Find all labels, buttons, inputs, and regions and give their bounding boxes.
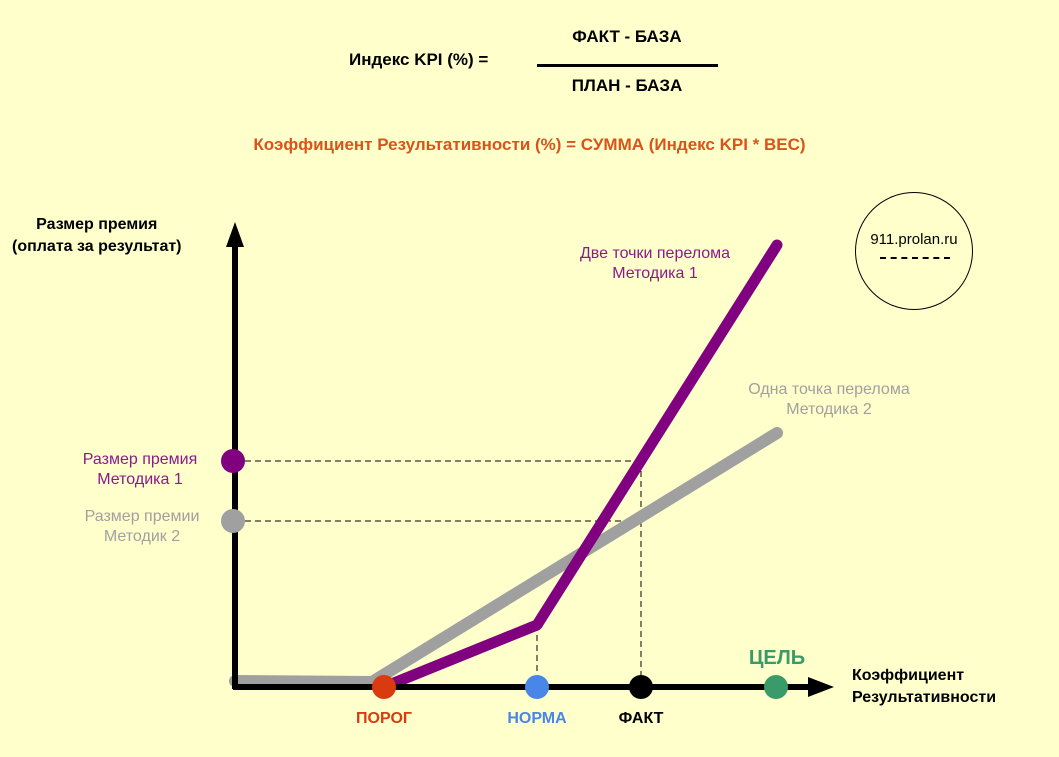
site-badge-text: 911.prolan.ru: [870, 231, 958, 248]
norm-label: НОРМА: [507, 710, 567, 727]
method1-bonus-dot: [221, 449, 245, 473]
y-axis-label-line2: (оплата за результат): [12, 238, 182, 255]
x-axis-arrow: [808, 677, 834, 697]
fraction-line: [537, 64, 718, 67]
method1-series-label-line2: Методика 1: [612, 265, 698, 282]
x-axis-label-line2: Результативности: [852, 689, 997, 706]
goal-dot: [764, 675, 788, 699]
x-axis-label: Коэффициент Результативности: [852, 665, 996, 709]
method2-line: [229, 427, 783, 688]
goal-label: ЦЕЛЬ: [748, 647, 806, 669]
method2-bonus-label-line1: Размер премии: [84, 508, 200, 525]
method2-bonus-dot: [221, 509, 245, 533]
method2-series-label-line1: Одна точка перелома: [748, 381, 910, 398]
site-badge-underline: [880, 257, 950, 259]
method1-bonus-label: Размер премия Методика 1: [62, 450, 218, 490]
method2-bonus-label-line2: Методик 2: [103, 528, 181, 545]
y-axis-label-line1: Размер премия: [36, 216, 158, 233]
threshold-dot: [372, 675, 396, 699]
kpi-formula-denominator: ПЛАН - БАЗА: [571, 76, 683, 95]
y-axis-arrow: [226, 222, 244, 247]
kpi-formula-numerator: ФАКТ - БАЗА: [572, 27, 682, 46]
y-axis-label: Размер премия (оплата за результат): [12, 214, 182, 258]
norm-dot: [525, 675, 549, 699]
method1-series-label: Две точки перелома Методика 1: [560, 244, 750, 284]
coefficient-formula: Коэффициент Результативности (%) = СУММА…: [253, 135, 806, 154]
fact-dot: [629, 675, 653, 699]
x-axis-label-line1: Коэффициент: [852, 667, 965, 684]
method1-line: [378, 239, 783, 693]
fact-label: ФАКТ: [618, 710, 664, 727]
method2-series-label: Одна точка перелома Методика 2: [724, 380, 934, 420]
method1-bonus-label-line2: Методика 1: [97, 471, 183, 488]
site-badge: 911.prolan.ru: [855, 192, 973, 310]
kpi-formula-label: Индекс KPI (%) =: [349, 50, 489, 69]
method1-series-label-line1: Две точки перелома: [579, 245, 731, 262]
method1-bonus-label-line1: Размер премия: [82, 451, 198, 468]
method2-series-label-line2: Методика 2: [786, 401, 872, 418]
threshold-label: ПОРОГ: [356, 710, 412, 727]
method2-bonus-label: Размер премии Методик 2: [62, 507, 222, 547]
